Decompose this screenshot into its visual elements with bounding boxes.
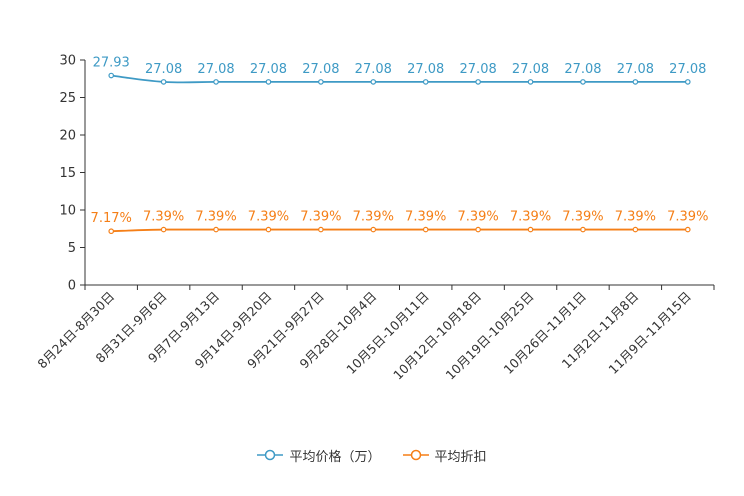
- price-data-label: 27.08: [669, 62, 706, 77]
- discount-point[interactable]: [475, 226, 481, 233]
- price-point[interactable]: [370, 79, 377, 85]
- discount-point[interactable]: [318, 226, 324, 233]
- discount-point[interactable]: [684, 226, 691, 233]
- price-data-label: 27.08: [564, 62, 601, 77]
- legend: 平均价格（万） 平均折扣: [0, 444, 744, 466]
- legend-label-avg-discount: 平均折扣: [434, 449, 487, 465]
- legend-item-avg-price[interactable]: 平均价格（万）: [257, 446, 381, 465]
- price-data-label: 27.08: [407, 62, 444, 77]
- discount-data-label: 7.39%: [300, 210, 341, 225]
- price-data-label: 27.08: [617, 62, 654, 77]
- price-point[interactable]: [632, 79, 639, 85]
- discount-data-label: 7.39%: [562, 210, 603, 225]
- y-tick-label: 10: [59, 204, 76, 219]
- discount-data-label: 7.39%: [510, 210, 551, 225]
- y-tick-label: 5: [68, 241, 76, 256]
- discount-data-label: 7.17%: [91, 211, 132, 226]
- discount-data-label: 7.39%: [143, 210, 184, 225]
- price-point[interactable]: [160, 79, 167, 85]
- discount-point[interactable]: [632, 226, 639, 233]
- price-data-label: 27.08: [460, 62, 497, 77]
- discount-point[interactable]: [265, 226, 272, 233]
- discount-data-label: 7.39%: [353, 210, 394, 225]
- discount-point[interactable]: [160, 226, 167, 233]
- discount-data-label: 7.39%: [615, 210, 656, 225]
- discount-point[interactable]: [527, 226, 534, 233]
- price-point[interactable]: [108, 72, 115, 79]
- discount-data-label: 7.39%: [457, 210, 498, 225]
- price-point[interactable]: [213, 79, 219, 85]
- discount-data-label: 7.39%: [248, 210, 289, 225]
- y-tick-label: 25: [59, 91, 76, 106]
- y-tick-label: 15: [59, 166, 76, 181]
- discount-point[interactable]: [580, 226, 586, 233]
- y-tick-label: 0: [68, 279, 76, 294]
- legend-item-avg-discount[interactable]: 平均折扣: [402, 446, 487, 465]
- legend-label-avg-price: 平均价格（万）: [289, 449, 381, 465]
- price-point[interactable]: [684, 79, 691, 85]
- price-series-line: [111, 74, 688, 84]
- discount-point[interactable]: [370, 226, 377, 233]
- discount-point[interactable]: [422, 226, 429, 233]
- y-tick-label: 20: [59, 129, 76, 144]
- price-point[interactable]: [475, 79, 481, 85]
- price-point[interactable]: [527, 79, 534, 85]
- discount-data-label: 7.39%: [195, 210, 236, 225]
- price-data-label: 27.08: [197, 62, 234, 77]
- discount-data-label: 7.39%: [667, 210, 708, 225]
- price-data-label: 27.08: [512, 62, 549, 77]
- x-tick-label: 10月19日-10月25日: [443, 289, 537, 383]
- price-point[interactable]: [318, 79, 324, 85]
- price-data-label: 27.08: [250, 62, 287, 77]
- discount-data-label: 7.39%: [405, 210, 446, 225]
- x-tick-label: 10月12日-10月18日: [390, 289, 484, 383]
- discount-point[interactable]: [213, 226, 219, 233]
- discount-series-line: [111, 228, 688, 233]
- line-chart: 0510152025308月24日-8月30日8月31日-9月6日9月7日-9月…: [34, 54, 715, 383]
- price-data-label: 27.08: [302, 62, 339, 77]
- price-point[interactable]: [580, 79, 586, 85]
- y-tick-label: 30: [59, 54, 76, 69]
- price-data-label: 27.93: [93, 56, 130, 71]
- price-data-label: 27.08: [145, 62, 182, 77]
- legend-price-marker-icon: [257, 449, 284, 461]
- price-point[interactable]: [422, 79, 429, 85]
- legend-discount-marker-icon: [402, 449, 429, 461]
- discount-point[interactable]: [108, 228, 115, 235]
- price-data-label: 27.08: [355, 62, 392, 77]
- price-point[interactable]: [265, 79, 272, 85]
